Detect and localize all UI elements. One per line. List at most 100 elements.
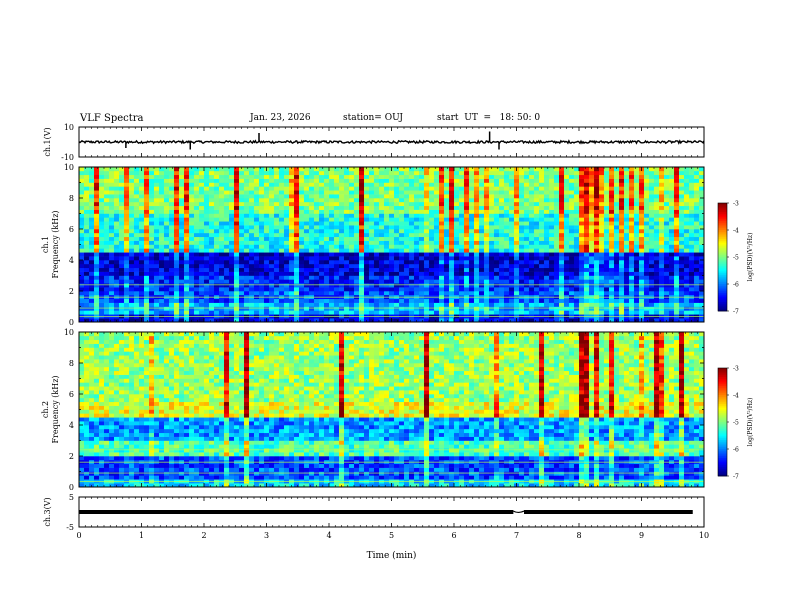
spectrogram-cell [159,217,165,222]
spectrogram-cell [144,283,150,288]
spectrogram-cell [204,306,210,311]
spectrogram-cell [679,260,685,265]
spectrogram-cell [344,240,350,245]
spectrogram-cell [424,240,430,245]
spectrogram-cell [179,302,185,307]
spectrogram-cell [464,232,470,238]
spectrogram-cell [539,209,545,214]
spectrogram-cell [369,178,375,183]
spectrogram-cell [529,260,535,265]
spectrogram-cell [654,229,660,234]
spectrogram-cell [284,209,290,214]
spectrogram-cell [184,271,190,276]
spectrogram-cell [574,252,580,257]
spectrogram-cell [134,236,140,241]
spectrogram-cell [404,221,410,226]
spectrogram-cell [639,201,645,207]
spectrogram-cell [229,225,235,230]
spectrogram-cell [439,190,445,195]
spectrogram-cell [384,232,390,238]
spectrogram-cell [309,194,315,199]
spectrogram-cell [639,279,645,284]
spectrogram-cell [694,279,700,284]
spectrogram-cell [89,194,95,199]
spectrogram-cell [594,217,600,222]
spectrogram-cell [214,256,220,261]
spectrogram-cell [449,186,455,191]
spectrogram-cell [589,190,595,195]
spectrogram-cell [229,310,235,315]
spectrogram-cell [544,310,550,315]
spectrogram-cell [419,260,425,265]
spectrogram-cell [379,221,385,226]
spectrogram-cell [529,194,535,199]
spectrogram-cell [589,267,595,272]
spectrogram-cell [399,236,405,241]
spectrogram-cell [204,267,210,272]
spectrogram-cell [394,232,400,238]
spectrogram-cell [489,283,495,288]
spectrogram-cell [204,221,210,226]
spectrogram-cell [154,174,160,179]
spectrogram-cell [624,306,630,311]
spectrogram-cell [569,283,575,288]
spectrogram-cell [129,287,135,292]
spectrogram-cell [264,291,270,296]
spectrogram-cell [374,283,380,288]
spectrogram-cell [269,287,275,292]
spectrogram-cell [549,178,555,183]
spectrogram-cell [384,252,390,257]
spectrogram-cell [94,283,100,288]
spectrogram-cell [679,298,685,303]
spectrogram-cell [189,201,195,207]
spectrogram-cell [274,198,280,203]
spectrogram-cell [349,298,355,303]
spectrogram-cell [439,209,445,214]
spectrogram-cell [554,217,560,222]
spectrogram-cell [689,205,695,210]
spectrogram-cell [474,182,480,187]
spectrogram-cell [204,186,210,191]
spectrogram-cell [604,217,610,222]
spectrogram-cell [164,283,170,288]
spectrogram-cell [94,263,100,269]
spectrogram-cell [179,291,185,296]
spectrogram-cell [584,186,590,191]
spectrogram-cell [174,318,180,323]
spectrogram-cell [509,217,515,222]
spectrogram-cell [664,252,670,257]
spectrogram-cell [359,190,365,195]
spectrogram-cell [124,298,130,303]
spectrogram-cell [684,221,690,226]
spectrogram-cell [504,186,510,191]
spectrogram-cell [664,291,670,296]
spectrogram-cell [164,248,170,253]
spectrogram-cell [589,209,595,214]
spectrogram-cell [174,287,180,292]
spectrogram-cell [209,236,215,241]
spectrogram-cell [239,229,245,234]
spectrogram-cell [659,221,665,226]
spectrogram-cell [219,318,225,323]
spectrogram-cell [239,287,245,292]
spectrogram-cell [649,198,655,203]
spectrogram-cell [279,174,285,179]
spectrogram-cell [644,240,650,245]
spectrogram-cell [454,260,460,265]
spectrogram-cell [509,213,515,218]
spectrogram-cell [419,279,425,284]
spectrogram-cell [584,174,590,179]
spectrogram-cell [584,217,590,222]
spectrogram-cell [319,283,325,288]
spectrogram-cell [174,302,180,307]
spectrogram-cell [429,221,435,226]
spectrogram-cell [454,174,460,179]
spectrogram-cell [379,298,385,303]
spectrogram-cell [154,252,160,257]
spectrogram-cell [644,252,650,257]
spectrogram-cell [639,232,645,238]
spectrogram-cell [284,178,290,183]
spectrogram-cell [639,178,645,183]
spectrogram-cell [584,260,590,265]
spectrogram-cell [269,178,275,183]
